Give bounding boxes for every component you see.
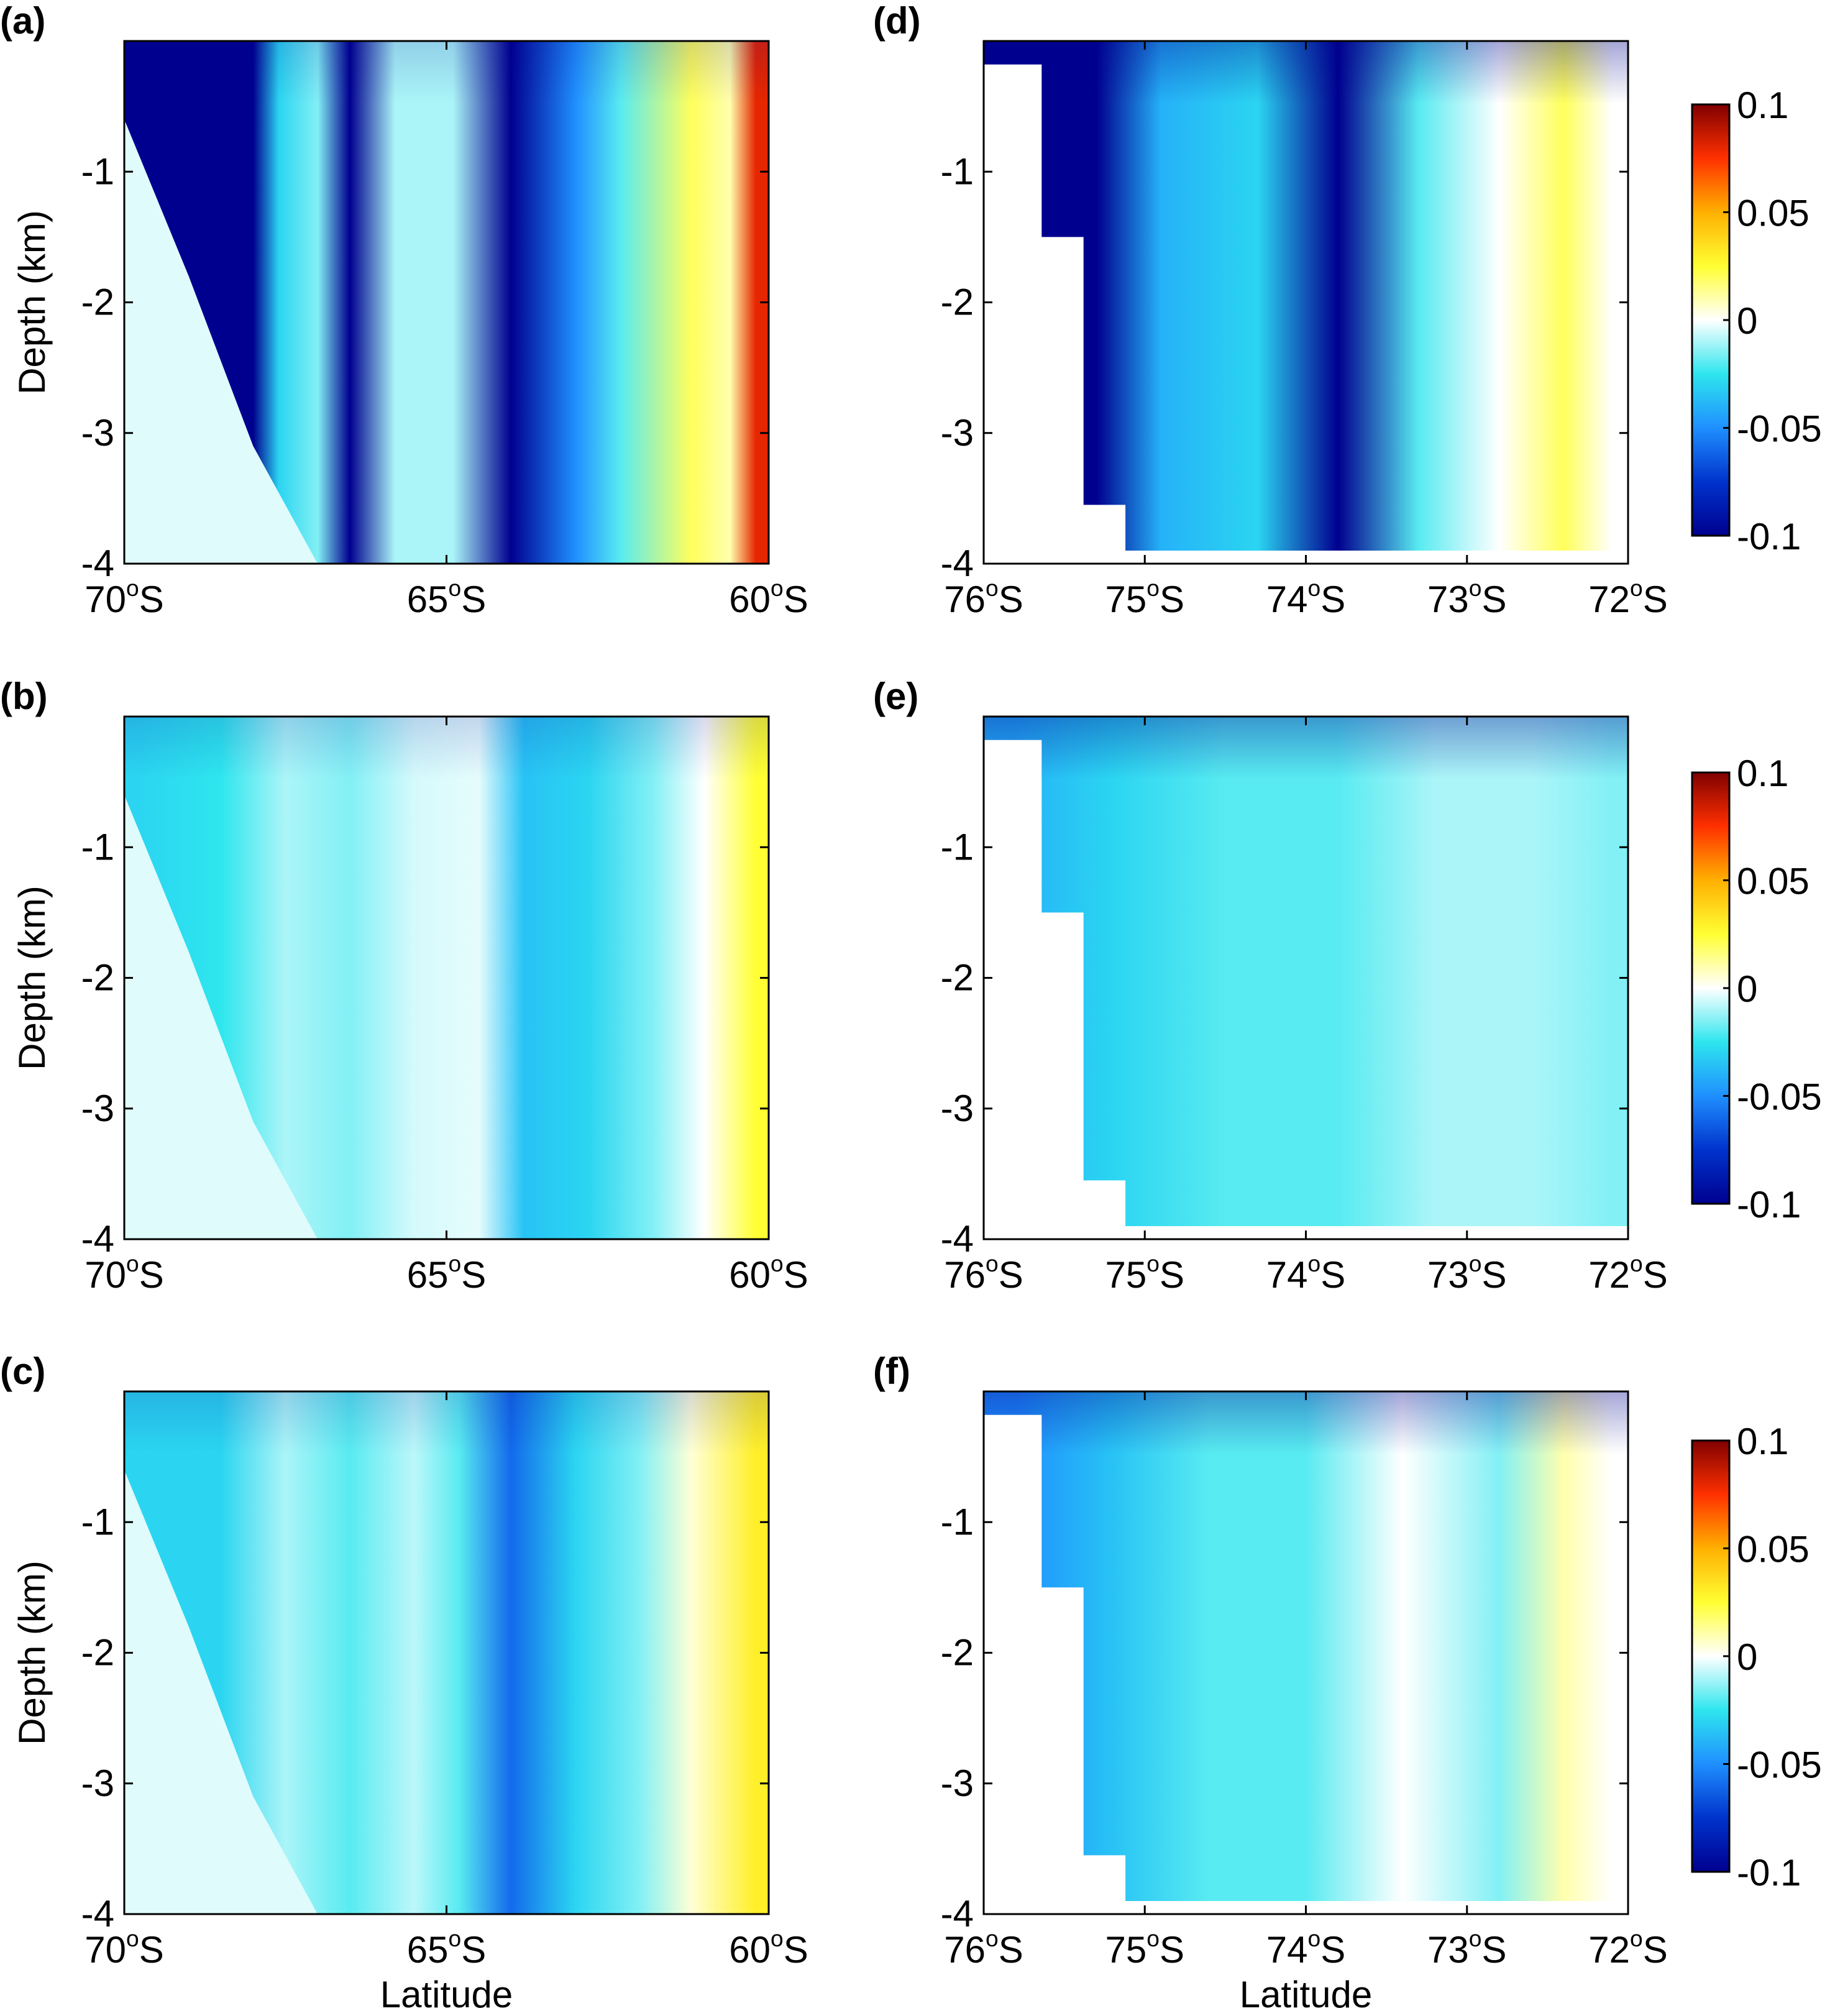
- colorbar-tick-label: -0.1: [1737, 1184, 1801, 1226]
- y-tick-label: -4: [941, 543, 974, 584]
- surface-layer: [984, 41, 1628, 564]
- y-tick-label: -3: [81, 1088, 114, 1129]
- panel-label: (f): [873, 1350, 910, 1392]
- y-tick-label: -2: [81, 282, 114, 323]
- x-tick-label: 60oS: [729, 1250, 808, 1296]
- y-tick-label: -4: [941, 1218, 974, 1260]
- x-tick-label: 76oS: [944, 1250, 1023, 1296]
- panel-label: (c): [0, 1350, 45, 1392]
- colorbar-tick-label: 0.05: [1737, 1529, 1810, 1570]
- y-tick-label: -3: [81, 412, 114, 454]
- colorbar-tick-label: -0.05: [1737, 408, 1822, 450]
- surface-layer: [984, 1391, 1628, 1914]
- x-tick-label: 65oS: [407, 1250, 486, 1296]
- y-tick-label: -1: [941, 1501, 974, 1542]
- y-tick-label: -2: [81, 957, 114, 999]
- x-tick-label: 73oS: [1427, 575, 1506, 620]
- y-tick-label: -2: [941, 957, 974, 999]
- x-tick-label: 75oS: [1105, 1250, 1184, 1296]
- x-tick-label: 65oS: [407, 1925, 486, 1971]
- panel-label: (a): [0, 0, 45, 42]
- y-tick-label: -4: [81, 1218, 114, 1260]
- colorbar-tick-label: -0.1: [1737, 516, 1801, 557]
- colorbar-tick-label: 0: [1737, 300, 1757, 342]
- y-tick-label: -2: [941, 1632, 974, 1674]
- y-tick-label: -4: [81, 543, 114, 584]
- y-tick-label: -4: [81, 1893, 114, 1935]
- y-tick-label: -2: [81, 1632, 114, 1674]
- colorbar-tick-label: 0: [1737, 968, 1757, 1010]
- panel-label: (e): [873, 676, 918, 717]
- y-tick-label: -1: [941, 826, 974, 868]
- colorbar: 0.1 0.05 0 -0.05 -0.1: [1691, 85, 1822, 557]
- seafloor-mask: [124, 1470, 769, 1914]
- seafloor-mask: [984, 1414, 1628, 1914]
- y-tick-label: -1: [81, 150, 114, 192]
- x-tick-label: 70oS: [85, 1250, 163, 1296]
- colorbar-tick-label: -0.05: [1737, 1744, 1822, 1786]
- colorbar: 0.1 0.05 0 -0.05 -0.1: [1691, 1421, 1822, 1894]
- seafloor-mask: [984, 64, 1628, 564]
- colorbar-tick-label: -0.05: [1737, 1076, 1822, 1118]
- y-tick-label: -2: [941, 282, 974, 323]
- y-axis-label: Depth (km): [11, 1560, 53, 1745]
- colorbar-tick-label: 0: [1737, 1636, 1757, 1678]
- colorbar-tick-label: 0.05: [1737, 193, 1810, 234]
- y-tick-label: -1: [81, 1501, 114, 1542]
- colorbar-tick-label: 0.1: [1737, 1421, 1788, 1462]
- x-tick-label: 74oS: [1266, 1250, 1345, 1296]
- y-tick-label: -3: [941, 1088, 974, 1129]
- x-tick-label: 73oS: [1427, 1925, 1506, 1971]
- y-axis-label: Depth (km): [11, 210, 53, 395]
- x-tick-label: 75oS: [1105, 575, 1184, 620]
- x-tick-label: 73oS: [1427, 1250, 1506, 1296]
- colorbars: 0.1 0.05 0 -0.05 -0.1 0.1 0.05 0 -0.05 -0.1 0.1 0.0…: [1691, 85, 1822, 1894]
- x-tick-label: 76oS: [944, 1925, 1023, 1971]
- seafloor-mask: [984, 740, 1628, 1239]
- x-tick-label: 74oS: [1266, 1925, 1345, 1971]
- colorbar-tick-label: -0.1: [1737, 1852, 1801, 1894]
- seafloor-mask: [124, 795, 769, 1239]
- x-tick-label: 60oS: [729, 575, 808, 620]
- x-tick-label: 65oS: [407, 575, 486, 620]
- x-tick-label: 76oS: [944, 575, 1023, 620]
- x-tick-label: 72oS: [1588, 1925, 1667, 1971]
- colorbar-tick-label: 0.1: [1737, 85, 1788, 126]
- x-tick-label: 70oS: [85, 1925, 163, 1971]
- panel-label: (b): [0, 676, 48, 717]
- y-axis-label: Depth (km): [11, 886, 53, 1070]
- seafloor-mask: [124, 119, 769, 564]
- colorbar: 0.1 0.05 0 -0.05 -0.1: [1691, 753, 1822, 1226]
- x-tick-label: 75oS: [1105, 1925, 1184, 1971]
- x-axis-label: Latitude: [1240, 1974, 1373, 2015]
- y-tick-label: -1: [941, 150, 974, 192]
- y-tick-label: -4: [941, 1893, 974, 1935]
- surface-layer: [984, 717, 1628, 1239]
- x-tick-label: 74oS: [1266, 575, 1345, 620]
- panel-label: (d): [873, 0, 921, 42]
- x-tick-label: 72oS: [1588, 575, 1667, 620]
- colorbar-tick-label: 0.05: [1737, 861, 1810, 902]
- x-axis-label: Latitude: [380, 1974, 513, 2015]
- y-tick-label: -3: [941, 1762, 974, 1804]
- x-tick-label: 60oS: [729, 1925, 808, 1971]
- y-tick-label: -3: [81, 1762, 114, 1804]
- x-tick-label: 72oS: [1588, 1250, 1667, 1296]
- x-tick-label: 70oS: [85, 575, 163, 620]
- y-tick-label: -3: [941, 412, 974, 454]
- colorbar-tick-label: 0.1: [1737, 753, 1788, 794]
- y-tick-label: -1: [81, 826, 114, 868]
